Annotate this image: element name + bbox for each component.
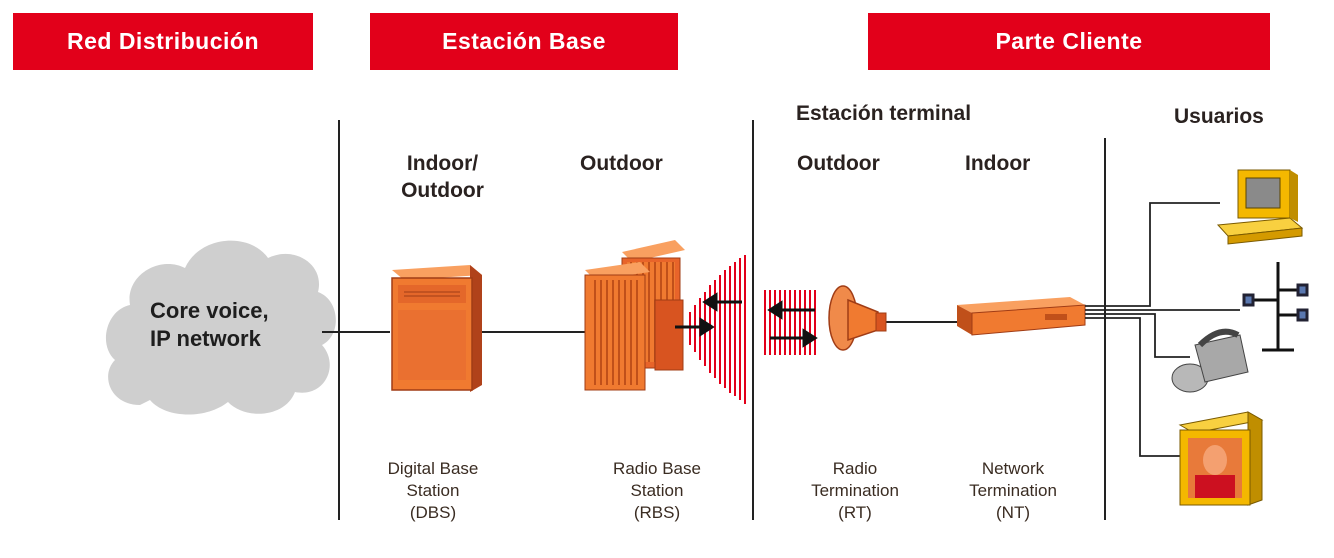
banner-parte-cliente: Parte Cliente: [868, 13, 1270, 70]
caption-dbs-line3: (DBS): [409, 503, 457, 522]
caption-rbs-line1: Radio Base: [613, 459, 701, 478]
rt-location-label: Outdoor: [797, 152, 880, 175]
caption-rt-line1: Radio: [832, 459, 878, 478]
header-usuarios: Usuarios: [1174, 105, 1264, 128]
caption-nt-line1: Network: [981, 459, 1045, 478]
caption-nt: Network Termination (NT): [948, 458, 1078, 524]
header-estacion-terminal: Estación terminal: [796, 102, 972, 125]
dbs-location-line1: Indoor/: [406, 152, 479, 175]
caption-dbs: Digital Base Station (DBS): [368, 458, 498, 524]
client-links: [1085, 202, 1240, 457]
caption-dbs-line2: Station: [406, 481, 460, 500]
cloud-label-line1: Core voice,: [150, 298, 269, 323]
banner-estacion-base: Estación Base: [370, 13, 678, 70]
cloud-icon: [105, 240, 336, 415]
dbs-location-label: Indoor/ Outdoor: [380, 150, 505, 204]
caption-rt: Radio Termination (RT): [790, 458, 920, 524]
cloud-label-line2: IP network: [150, 326, 261, 351]
caption-nt-line3: (NT): [996, 503, 1030, 522]
base-station-cabinet-icon: [391, 265, 482, 392]
nt-location-label: Indoor: [965, 152, 1031, 175]
radio-waves-rbs-icon: [689, 255, 746, 404]
radio-waves-rt-icon: [764, 290, 816, 355]
cloud-label: Core voice, IP network: [150, 297, 269, 353]
caption-rt-line3: (RT): [838, 503, 872, 522]
radio-base-station-icon: [584, 240, 685, 391]
videophone-icon: [1178, 411, 1264, 506]
caption-rbs: Radio Base Station (RBS): [592, 458, 722, 524]
banner-red-distribucion: Red Distribución: [13, 13, 313, 70]
caption-dbs-line1: Digital Base: [387, 459, 479, 478]
caption-nt-line2: Termination: [969, 481, 1057, 500]
caption-rbs-line3: (RBS): [633, 503, 681, 522]
phone-network-icon: [1242, 262, 1309, 352]
computer-icon: [1216, 169, 1304, 245]
dish-antenna-icon: [828, 285, 887, 351]
telephone-icon: [1171, 328, 1249, 393]
caption-rbs-line2: Station: [630, 481, 684, 500]
network-termination-device-icon: [957, 297, 1086, 336]
arrow-icon: [675, 292, 742, 337]
arrow-icon: [767, 300, 818, 348]
caption-rt-line2: Termination: [811, 481, 899, 500]
rbs-location-label: Outdoor: [580, 152, 663, 175]
dbs-location-line2: Outdoor: [401, 179, 484, 202]
